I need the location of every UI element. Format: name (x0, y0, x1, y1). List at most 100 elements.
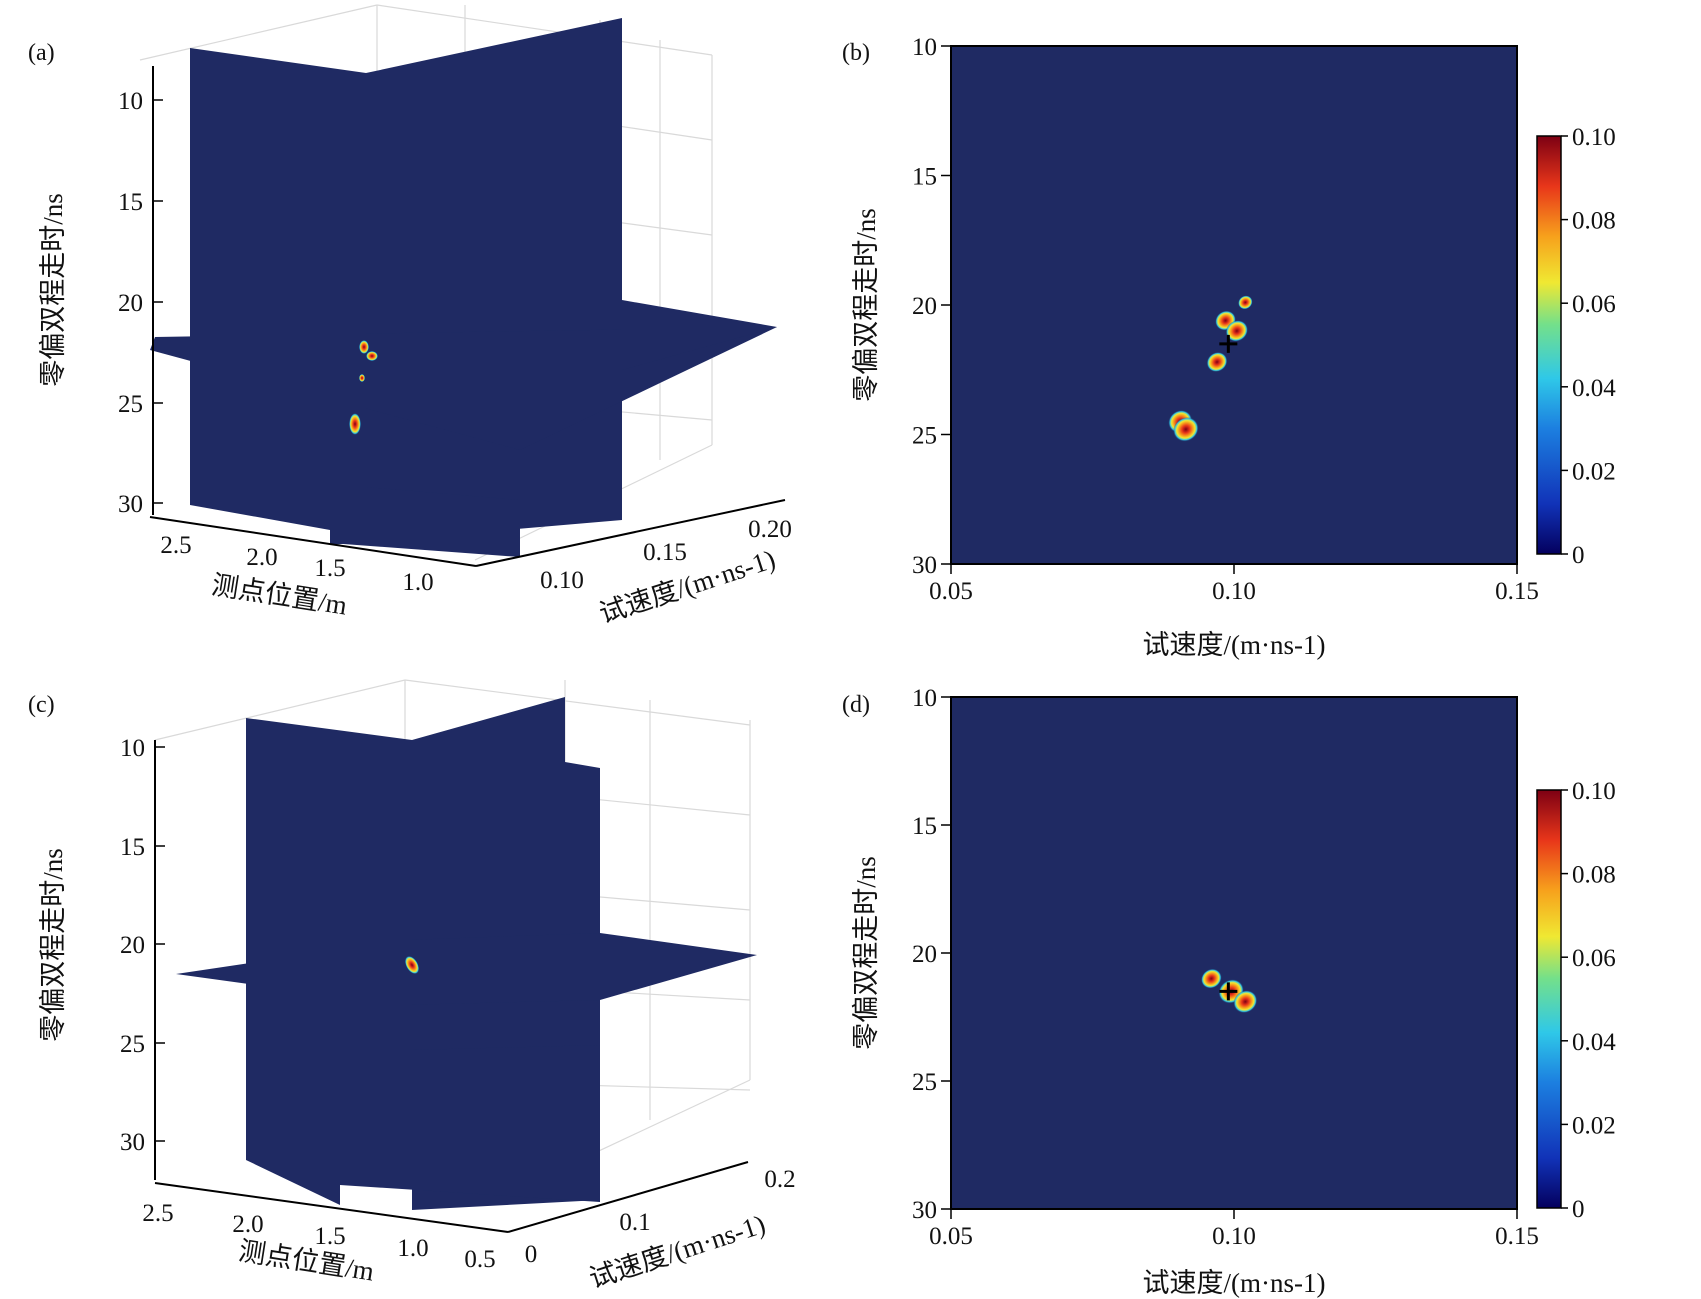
x-tick-d-1: 0.10 (1212, 1223, 1256, 1250)
x-tick-b-0: 0.05 (929, 578, 973, 605)
colorbar-d (1536, 789, 1562, 1209)
colorbar-tick-d-3: 0.04 (1572, 1029, 1616, 1056)
y-ticks-c: 0 0.1 0.2 (525, 1166, 796, 1268)
z-tick-a-4: 30 (118, 491, 143, 518)
z-tick-a-1: 15 (118, 189, 143, 216)
x-tick-c-0: 2.5 (142, 1200, 173, 1227)
z-tick-c-3: 25 (120, 1031, 145, 1058)
x-tick-d-2: 0.15 (1495, 1223, 1539, 1250)
y-tick-c-0: 0 (525, 1241, 538, 1268)
panel-label-c: (c) (28, 692, 55, 718)
z-tick-a-3: 25 (118, 391, 143, 418)
x-tick-a-1: 2.0 (246, 544, 277, 571)
colorbar-tick-b-5: 0 (1572, 542, 1585, 569)
plot-area-d (950, 696, 1518, 1210)
colorbar-tick-b-4: 0.02 (1572, 458, 1616, 485)
x-tick-a-2: 1.5 (314, 555, 345, 582)
hotspot-d-1 (1200, 968, 1222, 989)
y-tick-d-0: 10 (912, 685, 937, 712)
z-tick-c-4: 30 (120, 1129, 145, 1156)
panel-a: (a) (28, 4, 792, 629)
x-tick-d-0: 0.05 (929, 1223, 973, 1250)
hotspot-d-3 (1233, 990, 1258, 1014)
axes-c (154, 740, 749, 1233)
y-tick-c-2: 0.2 (764, 1166, 795, 1193)
x-ticks-b: 0.05 0.10 0.15 (929, 564, 1539, 605)
y-axis-label-a: 试速度/(m·ns-1) (596, 544, 779, 629)
z-tick-c-2: 20 (120, 932, 145, 959)
hotspot-b-6 (1173, 417, 1199, 442)
x-ticks-c: 2.5 2.0 1.5 1.0 0.5 (142, 1200, 495, 1273)
panel-label-a: (a) (28, 40, 55, 66)
axes-a (149, 66, 786, 567)
z-tick-a-2: 20 (118, 290, 143, 317)
y-axis-label-d: 零偏双程走时/ns (851, 856, 881, 1050)
colorbar-tick-b-0: 0.10 (1572, 124, 1616, 151)
slice-vertical-back-a (330, 18, 622, 545)
y-ticks-d: 10 15 20 25 30 (912, 685, 951, 1224)
x-tick-c-4: 0.5 (464, 1246, 495, 1273)
colorbar-tick-b-1: 0.08 (1572, 208, 1616, 235)
hotspot-a-3 (359, 374, 365, 382)
y-axis-label-c: 试速度/(m·ns-1) (586, 1209, 769, 1294)
y-axis-label-b: 零偏双程走时/ns (851, 208, 881, 402)
hotspots-d (1200, 968, 1258, 1014)
z-ticks-a: 10 15 20 25 30 (118, 88, 163, 518)
y-tick-d-4: 30 (912, 1197, 937, 1224)
z-axis-label-a: 零偏双程走时/ns (38, 193, 68, 387)
y-tick-a-2: 0.20 (748, 516, 792, 543)
x-ticks-a: 2.5 2.0 1.5 1.0 (160, 532, 433, 596)
x-tick-c-1: 2.0 (232, 1211, 263, 1238)
colorbar-tick-d-1: 0.08 (1572, 862, 1616, 889)
panel-d: (d) 10 15 20 25 30 0.05 0.10 0.15 零偏双程走时/ns 试速… (842, 685, 1616, 1298)
hotspots-a (349, 340, 378, 435)
z-ticks-c: 10 15 20 25 30 (120, 735, 165, 1156)
colorbar-tick-b-3: 0.04 (1572, 375, 1616, 402)
x-tick-a-0: 2.5 (160, 532, 191, 559)
colorbar-tick-d-5: 0 (1572, 1196, 1585, 1223)
marker-b (1219, 334, 1238, 353)
y-tick-d-3: 25 (912, 1069, 937, 1096)
z-tick-c-1: 15 (120, 834, 145, 861)
hotspot-b-2 (1225, 320, 1249, 342)
y-ticks-a: 0.10 0.15 0.20 (540, 516, 792, 594)
slices-a (150, 18, 777, 557)
colorbar-ticks-d: 0.10 0.08 0.06 0.04 0.02 0 (1561, 778, 1616, 1223)
y-tick-b-4: 30 (912, 552, 937, 579)
z-axis-label-c: 零偏双程走时/ns (38, 848, 68, 1042)
y-tick-b-0: 10 (912, 34, 937, 61)
y-tick-b-1: 15 (912, 164, 937, 191)
x-axis-label-b: 试速度/(m·ns-1) (1143, 630, 1326, 660)
marker-d (1219, 982, 1238, 1001)
panel-label-d: (d) (842, 692, 870, 718)
colorbar-tick-b-2: 0.06 (1572, 291, 1616, 318)
y-tick-d-2: 20 (912, 941, 937, 968)
slices-c (176, 697, 757, 1210)
panel-label-b: (b) (842, 40, 870, 66)
best-fit-marker-b (1219, 334, 1238, 353)
x-axis-label-c: 测点位置/m (237, 1236, 377, 1287)
hotspot-a-1 (359, 340, 369, 354)
x-axis-label-d: 试速度/(m·ns-1) (1143, 1268, 1326, 1298)
hotspot-c-1 (404, 955, 420, 975)
hotspot-b-3 (1238, 295, 1253, 310)
hotspot-b-4 (1206, 351, 1228, 372)
z-tick-c-0: 10 (120, 735, 145, 762)
y-ticks-b: 10 15 20 25 30 (912, 34, 951, 579)
slice-side-a (622, 300, 777, 370)
hotspots-b (1168, 295, 1253, 442)
colorbar-b (1536, 135, 1562, 555)
slice-vertical-front-a (190, 48, 520, 557)
colorbar-tick-d-0: 0.10 (1572, 778, 1616, 805)
colorbar-tick-d-4: 0.02 (1572, 1112, 1616, 1139)
y-tick-a-0: 0.10 (540, 567, 584, 594)
colorbar-ticks-b: 0.10 0.08 0.06 0.04 0.02 0 (1561, 124, 1616, 569)
x-tick-c-3: 1.0 (397, 1235, 428, 1262)
best-fit-marker-d (1219, 982, 1238, 1001)
z-tick-a-0: 10 (118, 88, 143, 115)
slice-vertical-front-c (246, 718, 600, 1205)
hotspots-c (404, 955, 420, 975)
y-tick-b-2: 20 (912, 293, 937, 320)
x-tick-a-3: 1.0 (402, 569, 433, 596)
